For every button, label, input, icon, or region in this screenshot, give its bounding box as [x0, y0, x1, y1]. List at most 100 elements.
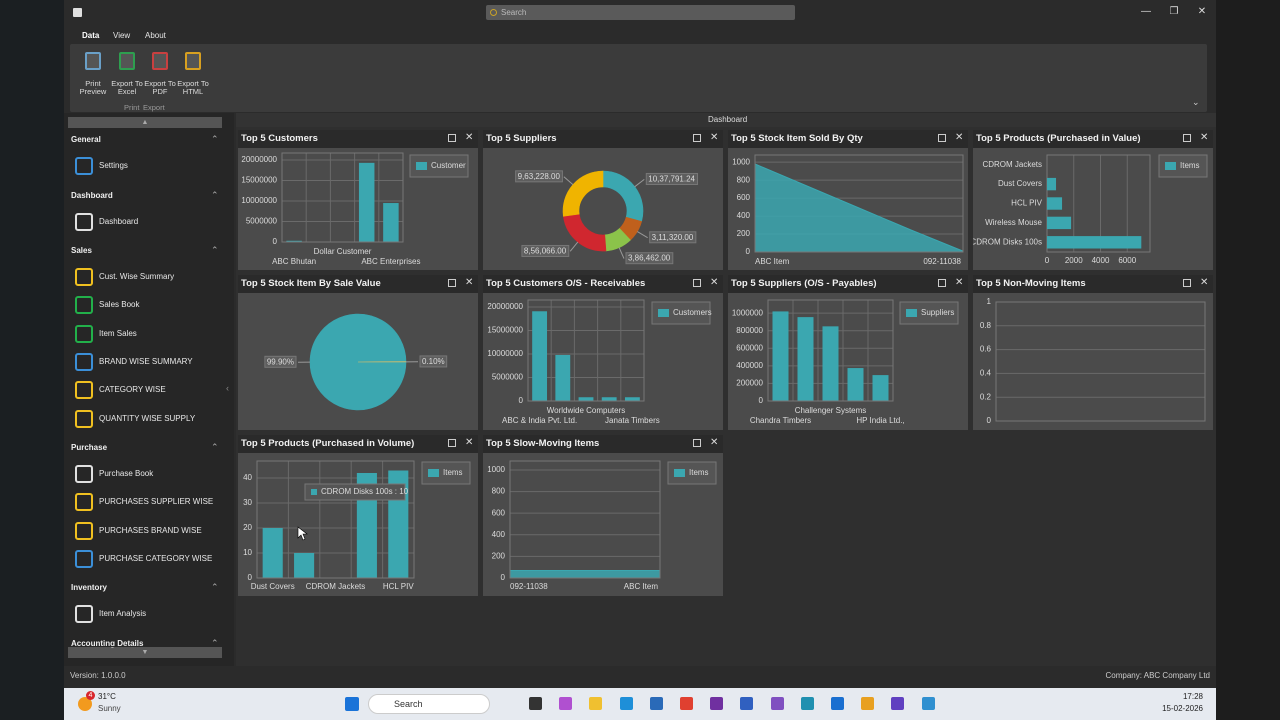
taskbar-app[interactable]	[559, 697, 573, 710]
legend-label: Suppliers	[921, 308, 954, 317]
panel-close[interactable]: ✕	[710, 437, 719, 448]
plot-frame	[256, 460, 415, 579]
start-button[interactable]	[345, 697, 359, 711]
bar	[532, 311, 548, 401]
taskbar-app[interactable]	[861, 697, 875, 710]
sidebar-item[interactable]: Purchase Book	[99, 469, 154, 478]
sidebar-item[interactable]: PURCHASES BRAND WISE	[99, 525, 202, 535]
panel-maximize[interactable]	[693, 439, 701, 447]
scroll-up[interactable]: ▲	[68, 117, 222, 128]
panel-maximize[interactable]	[448, 279, 456, 287]
y-tick-label: 200	[737, 229, 751, 238]
leader-line	[563, 176, 574, 186]
taskbar-app[interactable]	[770, 697, 784, 710]
section-header[interactable]: Accounting Details	[71, 638, 144, 648]
panel-title: Top 5 Non-Moving Items	[976, 278, 1086, 289]
panel-close[interactable]: ✕	[955, 277, 964, 288]
y-tick-label: 0	[248, 573, 253, 582]
section-header[interactable]: Dashboard	[71, 190, 113, 200]
ribbon-collapse[interactable]: ⌄	[1192, 97, 1200, 107]
sidebar-item[interactable]: BRAND WISE SUMMARY	[99, 356, 193, 366]
taskbar-app[interactable]	[649, 697, 663, 710]
taskbar-app[interactable]	[740, 697, 754, 710]
section-chevron: ⌃	[211, 134, 219, 144]
section-header[interactable]: Sales	[71, 246, 92, 255]
panel-close[interactable]: ✕	[710, 132, 719, 143]
panel-title: Top 5 Products (Purchased in Volume)	[241, 438, 415, 449]
sidebar-item[interactable]: Item Analysis	[99, 609, 147, 619]
x-tick-label: HCL PIV	[383, 582, 414, 591]
legend-box	[899, 301, 959, 325]
slice-label-bg	[625, 252, 674, 265]
panel-close[interactable]: ✕	[1200, 277, 1209, 288]
slice-label: 0.10%	[422, 357, 445, 366]
panel-close[interactable]: ✕	[465, 277, 474, 288]
sidebar-item[interactable]: Cust. Wise Summary	[99, 272, 175, 281]
chart: 0 2000 4000 6000 CDROM Jackets Dust Covers HCL…	[973, 148, 1213, 270]
taskbar-app[interactable]	[529, 697, 542, 710]
bar	[1047, 197, 1063, 210]
taskbar-app[interactable]	[589, 697, 603, 710]
x-tick-label: Challenger Systems	[795, 406, 867, 415]
close-button[interactable]: ✕	[1197, 6, 1207, 17]
sidebar-collapse[interactable]: ‹	[226, 383, 229, 393]
panel-maximize[interactable]	[693, 134, 701, 142]
ribbon-tab[interactable]: View	[113, 31, 131, 40]
taskbar-app[interactable]	[680, 697, 693, 710]
search-icon	[490, 9, 497, 16]
minimize-button[interactable]: —	[1141, 6, 1151, 17]
ribbon-tab[interactable]: Data	[82, 31, 100, 40]
slice-label-bg	[649, 231, 697, 244]
panel-maximize[interactable]	[938, 279, 946, 287]
taskbar-app[interactable]	[831, 697, 844, 710]
bar	[383, 203, 399, 242]
button-label[interactable]: Export To PDF	[144, 79, 176, 96]
button-label[interactable]: Print Preview	[79, 79, 107, 96]
slice-label: 8,56,066.00	[524, 246, 567, 255]
ribbon-tab[interactable]: About	[145, 31, 166, 40]
restore-button[interactable]: ❐	[1169, 6, 1179, 17]
sidebar-item[interactable]: CATEGORY WISE	[99, 385, 166, 395]
y-tick-label: 0.4	[980, 369, 992, 378]
sidebar-item[interactable]: QUANTITY WISE SUPPLY	[99, 413, 196, 423]
taskbar-app[interactable]	[800, 697, 814, 710]
panel-maximize[interactable]	[1183, 134, 1191, 142]
x-tick-label: Dust Covers	[251, 582, 295, 591]
taskbar-app[interactable]	[921, 697, 935, 710]
slice-label-bg	[515, 170, 563, 183]
panel-close[interactable]: ✕	[465, 437, 474, 448]
panel-maximize[interactable]	[693, 279, 701, 287]
button-label[interactable]: Export To HTML	[177, 79, 209, 96]
sidebar-item[interactable]: Item Sales	[99, 328, 137, 338]
sidebar-item[interactable]: Settings	[99, 161, 128, 170]
legend-label: Customer	[431, 161, 466, 170]
taskbar-app[interactable]	[710, 697, 724, 710]
sidebar-item[interactable]: PURCHASES SUPPLIER WISE	[99, 497, 214, 507]
sidebar-item[interactable]: PURCHASE CATEGORY WISE	[99, 553, 213, 563]
taskbar-app[interactable]	[619, 697, 633, 710]
panel-maximize[interactable]	[448, 439, 456, 447]
legend-swatch	[1165, 162, 1176, 170]
section-header[interactable]: Purchase	[71, 443, 108, 452]
panel-close[interactable]: ✕	[710, 277, 719, 288]
panel-header	[728, 275, 968, 293]
y-tick-label: 0	[519, 396, 524, 405]
panel-header	[483, 435, 723, 453]
panel-close[interactable]: ✕	[465, 132, 474, 143]
panel-close[interactable]: ✕	[955, 132, 964, 143]
panel-maximize[interactable]	[1183, 279, 1191, 287]
panel-maximize[interactable]	[448, 134, 456, 142]
panel-close[interactable]: ✕	[1200, 132, 1209, 143]
item-icon	[75, 605, 93, 624]
sidebar-item[interactable]: Dashboard	[99, 216, 139, 226]
section-header[interactable]: Inventory	[71, 583, 108, 593]
taskbar-app[interactable]	[891, 697, 905, 710]
sidebar-item[interactable]: Sales Book	[99, 300, 140, 310]
scroll-down[interactable]: ▼	[68, 647, 222, 658]
section-header[interactable]: General	[71, 135, 101, 144]
taskbar-search[interactable]	[368, 694, 490, 714]
panel-maximize[interactable]	[938, 134, 946, 142]
search-box[interactable]	[486, 5, 795, 20]
button-label[interactable]: Export To Excel	[111, 79, 143, 96]
taskbar-search-text[interactable]: Search	[394, 699, 423, 709]
